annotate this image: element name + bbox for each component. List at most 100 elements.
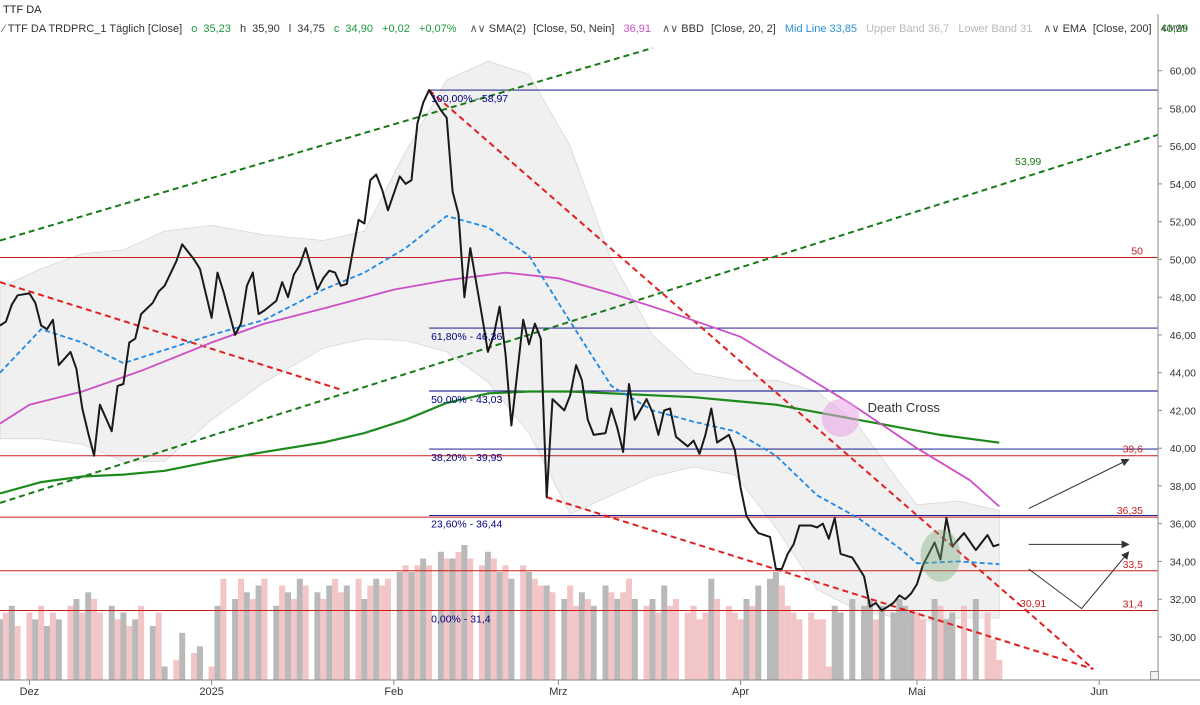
volume-bar (496, 572, 503, 680)
volume-bar (490, 558, 497, 680)
legend-low: l (289, 23, 291, 35)
volume-bar (108, 605, 115, 681)
volume-bar (343, 585, 350, 680)
volume-bar (537, 585, 544, 680)
volume-bar (837, 612, 844, 680)
volume-bar (455, 551, 462, 681)
volume-bar (296, 578, 303, 681)
volume-bar (790, 612, 797, 680)
crossover-highlight (920, 529, 961, 582)
volume-bar (49, 612, 56, 680)
volume-bar (972, 599, 979, 680)
volume-bar (14, 626, 21, 680)
volume-bar (814, 619, 821, 681)
volume-bar (8, 605, 15, 681)
volume-bar (749, 605, 756, 681)
death-cross-highlight (821, 399, 860, 437)
y-axis-tick-label: 42,00 (1170, 405, 1196, 417)
volume-bar (849, 599, 856, 680)
highlights-layer (821, 399, 961, 582)
volume-bar (249, 599, 256, 680)
volume-bar (984, 612, 991, 680)
volume-bar (914, 612, 920, 680)
legend-sma-params: [Close, 50, Nein] (533, 23, 614, 35)
channel-trend-line (0, 47, 653, 242)
legend-close-value: 34,90 (345, 23, 373, 35)
legend-ema-label: EMA (1063, 23, 1088, 35)
legend-open-value: 35,23 (203, 23, 231, 35)
bbd-icon: ∧∨ (662, 23, 678, 35)
volume-bar (379, 585, 386, 680)
fib-level-label: 0,00% - 31,4 (431, 614, 491, 626)
volume-bar (867, 599, 873, 680)
forecast-arrow-up (1028, 458, 1130, 510)
y-axis-tick-label: 56,00 (1170, 141, 1196, 153)
legend-series-name: TTF DA TRDPRC_1 Täglich [Close] (8, 23, 182, 35)
volume-bar (161, 666, 168, 680)
legend-high-value: 35,90 (252, 23, 280, 35)
fib-level-label: 23,60% - 36,44 (431, 518, 502, 530)
volume-bar (114, 619, 121, 681)
resize-handle[interactable] (1150, 671, 1159, 680)
volume-bar (684, 612, 691, 680)
volume-bar (643, 605, 650, 681)
volume-bar (361, 599, 368, 680)
indicator-legend: ⁄ TTF DA TRDPRC_1 Täglich [Close] o 35,2… (0, 23, 1188, 35)
volume-bar (302, 585, 309, 680)
volume-bar (73, 599, 80, 680)
volume-bar (220, 578, 227, 681)
volume-bar (996, 659, 1003, 681)
y-axis-tick-label: 30,00 (1170, 632, 1196, 644)
volume-bar (132, 619, 139, 681)
legend-change-pct: +0,07% (419, 23, 457, 35)
volume-bar (878, 605, 885, 681)
volume-bar (990, 639, 997, 680)
horizontal-level-label: 36,35 (1117, 505, 1143, 517)
legend-ema-value: 40,29 (1161, 23, 1189, 35)
volume-bar (567, 585, 574, 680)
volume-bar (743, 599, 750, 680)
legend-ema-params: [Close, 200] (1093, 23, 1152, 35)
volume-bar (673, 599, 679, 680)
volume-bar (649, 599, 656, 680)
sma-icon: ∧∨ (470, 23, 486, 35)
x-axis-tick-label: Jun (1090, 686, 1108, 698)
y-axis-tick-label: 46,00 (1170, 330, 1196, 342)
volume-bar (584, 599, 591, 680)
y-axis-tick-label: 40,00 (1170, 443, 1196, 455)
volume-bar (0, 619, 3, 681)
volume-bar (714, 599, 721, 680)
volume-bar (725, 605, 732, 681)
volume-bar (796, 619, 803, 681)
horizontal-level-label: 31,4 (1123, 599, 1144, 611)
volume-bar (755, 585, 762, 680)
volume-bar (337, 592, 344, 681)
y-axis-tick-label: 32,00 (1170, 594, 1196, 606)
x-axis-tick-label: Feb (384, 686, 403, 698)
volume-bar (573, 605, 580, 681)
volume-bar (420, 558, 427, 680)
volume-bar (243, 592, 250, 681)
volume-bar (279, 585, 286, 680)
volume-bar (38, 605, 45, 681)
volume-bar (126, 626, 133, 680)
volume-bar (819, 619, 826, 681)
y-axis-tick-label: 50,00 (1170, 254, 1196, 266)
volume-bar (655, 612, 662, 680)
volume-bar (367, 585, 374, 680)
y-axis-tick-label: 44,00 (1170, 368, 1196, 380)
volume-bar (179, 632, 186, 681)
volume-bar (467, 558, 474, 680)
volume-bar (661, 585, 668, 680)
volume-bar (872, 619, 879, 681)
volume-bar (96, 612, 103, 680)
volume-bar (737, 619, 744, 681)
volume-bar (626, 578, 632, 681)
volume-bar (896, 599, 903, 680)
y-axis-tick-label: 52,00 (1170, 217, 1196, 229)
volume-bar (426, 565, 433, 681)
volume-bar (696, 619, 703, 681)
volume-bar (26, 612, 33, 680)
